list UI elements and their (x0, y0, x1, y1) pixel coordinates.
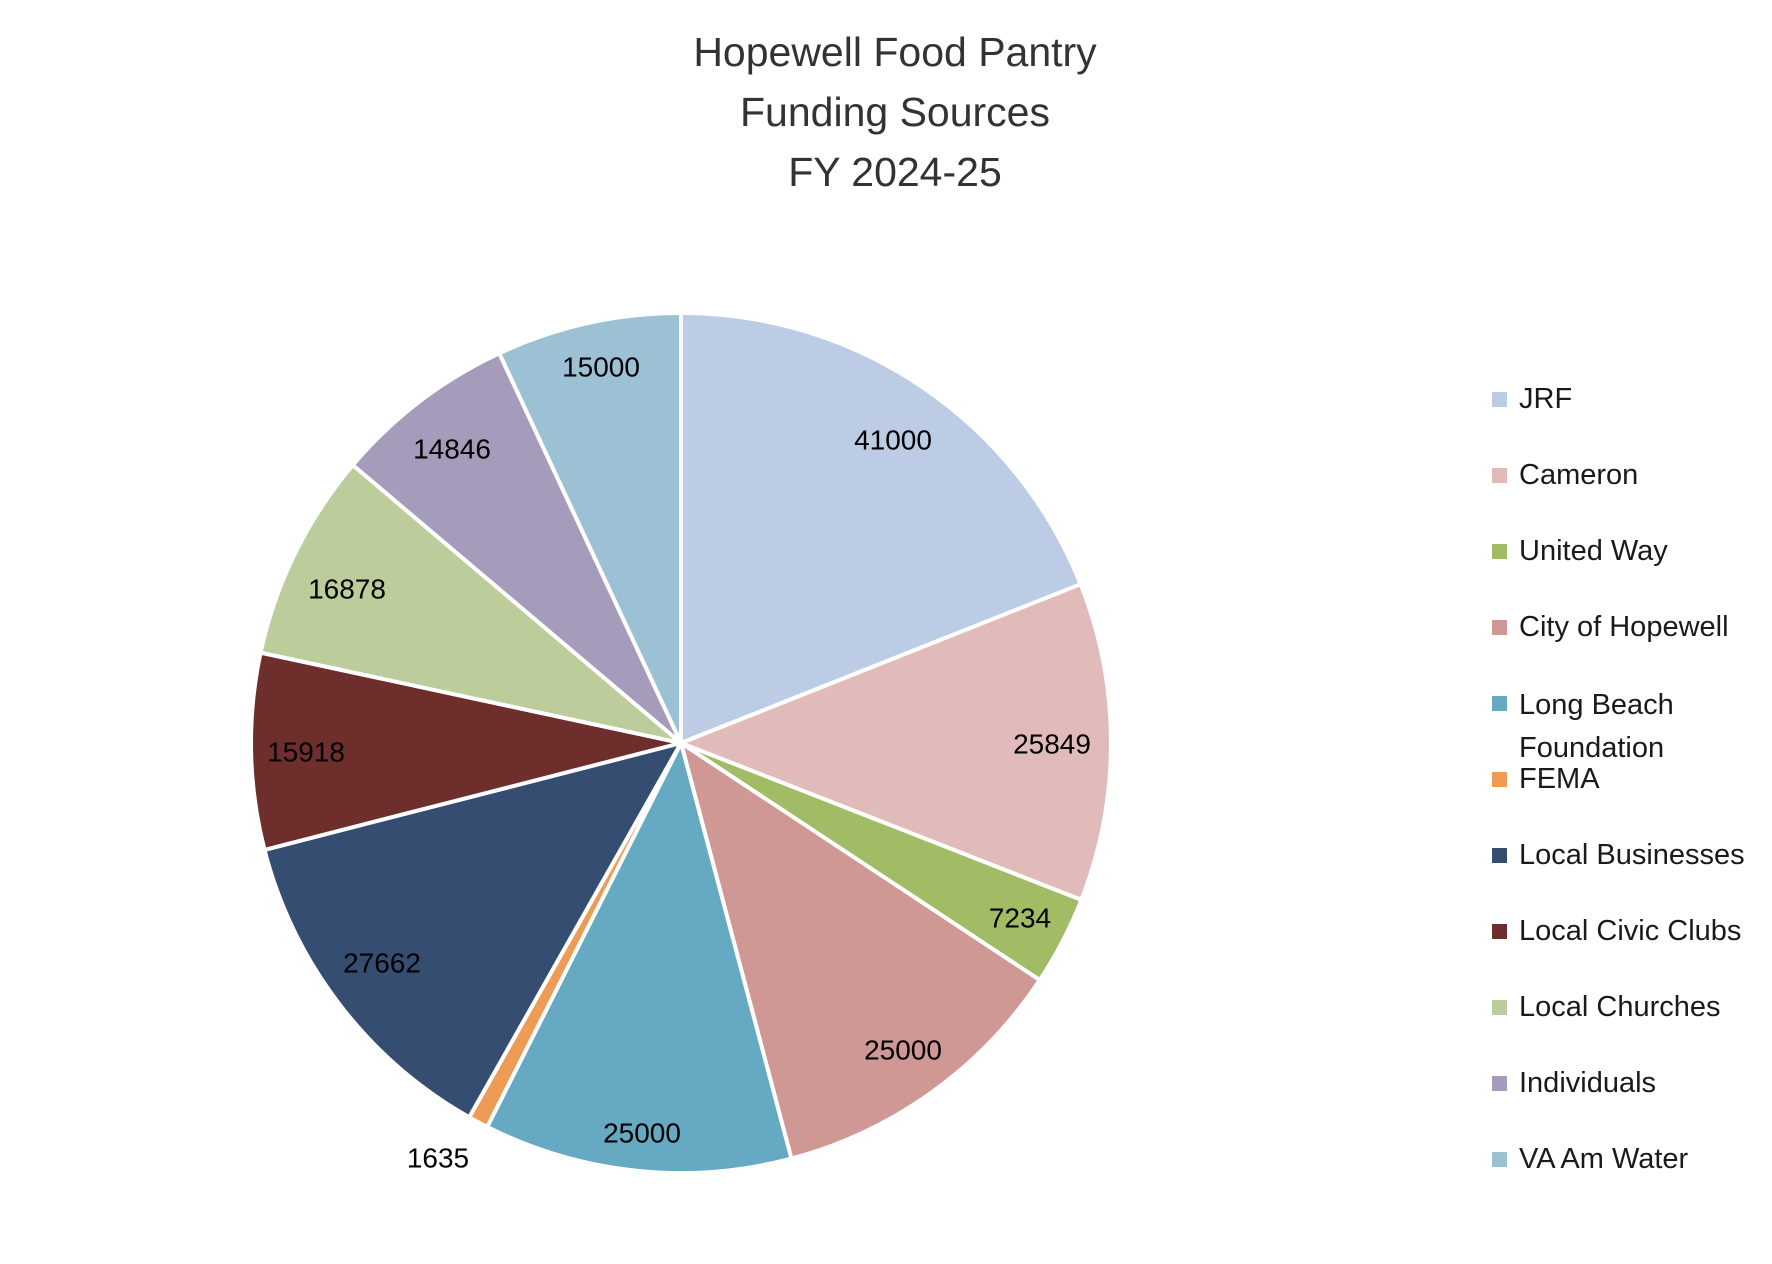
pie-slice-cameron (679, 582, 1113, 902)
legend-item-cameron: Cameron (1492, 456, 1759, 494)
legend-swatch-long-beach-foundation (1492, 696, 1507, 711)
data-label-local-businesses: 27662 (343, 947, 421, 978)
data-label-long-beach-foundation: 25000 (603, 1117, 681, 1148)
legend-item-local-businesses: Local Businesses (1492, 836, 1759, 874)
legend-swatch-va-am-water (1492, 1152, 1507, 1167)
chart-title: Hopewell Food Pantry Funding Sources FY … (0, 22, 1772, 202)
legend-label-city-of-hopewell: City of Hopewell (1519, 611, 1729, 643)
legend-label-fema: FEMA (1519, 763, 1600, 795)
data-label-local-civic-clubs: 15918 (267, 736, 345, 767)
legend-label-long-beach-foundation: Long Beach Foundation (1519, 689, 1674, 764)
legend-label-va-am-water: VA Am Water (1519, 1143, 1689, 1175)
legend-item-city-of-hopewell: City of Hopewell (1492, 608, 1759, 646)
pie-slice-local-civic-clubs (249, 650, 683, 852)
legend-label-jrf: JRF (1519, 383, 1573, 415)
chart-title-line-3: FY 2024-25 (788, 149, 1002, 195)
legend-item-individuals: Individuals (1492, 1064, 1759, 1102)
pie-slice-city-of-hopewell (679, 741, 1042, 1161)
legend-swatch-city-of-hopewell (1492, 620, 1507, 635)
legend-label-local-civic-clubs: Local Civic Clubs (1519, 915, 1742, 947)
pie-data-labels: 41000 25849 7234 25000 25000 1635 27662 15918 16… (267, 351, 1091, 1173)
legend-label-cameron: Cameron (1519, 459, 1639, 491)
legend-item-local-civic-clubs: Local Civic Clubs (1492, 912, 1759, 950)
data-label-local-churches: 16878 (308, 573, 386, 604)
pie-slice-local-businesses (262, 741, 683, 1120)
legend-item-jrf: JRF (1492, 380, 1759, 418)
data-label-va-am-water: 15000 (562, 351, 640, 382)
pie-slice-va-am-water (497, 311, 683, 745)
legend-swatch-local-civic-clubs (1492, 924, 1507, 939)
data-label-jrf: 41000 (854, 424, 932, 455)
legend-swatch-local-churches (1492, 1000, 1507, 1015)
data-label-cameron: 25849 (1013, 728, 1091, 759)
chart-title-line-1: Hopewell Food Pantry (693, 29, 1097, 75)
legend-item-va-am-water: VA Am Water (1492, 1140, 1759, 1178)
data-label-city-of-hopewell: 25000 (864, 1034, 942, 1065)
data-label-fema: 1635 (407, 1142, 469, 1173)
legend-label-individuals: Individuals (1519, 1067, 1657, 1099)
legend-swatch-individuals (1492, 1076, 1507, 1091)
legend-label-united-way: United Way (1519, 535, 1668, 567)
legend-item-united-way: United Way (1492, 532, 1759, 570)
pie-slice-jrf (679, 311, 1083, 745)
legend-swatch-jrf (1492, 392, 1507, 407)
pie-slice-local-churches (258, 463, 683, 745)
legend-swatch-fema (1492, 772, 1507, 787)
chart-title-line-2: Funding Sources (740, 89, 1050, 135)
pie-slice-long-beach-foundation (485, 741, 794, 1175)
legend-label-local-businesses: Local Businesses (1519, 839, 1745, 871)
pie-slices (249, 311, 1113, 1175)
legend-swatch-local-businesses (1492, 848, 1507, 863)
legend-item-local-churches: Local Churches (1492, 988, 1759, 1026)
pie-slice-individuals (350, 351, 683, 745)
legend-swatch-cameron (1492, 468, 1507, 483)
legend-swatch-united-way (1492, 544, 1507, 559)
data-label-individuals: 14846 (413, 433, 491, 464)
data-label-united-way: 7234 (989, 902, 1051, 933)
legend-label-local-churches: Local Churches (1519, 991, 1721, 1023)
legend-item-long-beach-foundation: Long Beach Foundation (1492, 684, 1759, 770)
legend-item-fema: FEMA (1492, 760, 1759, 798)
